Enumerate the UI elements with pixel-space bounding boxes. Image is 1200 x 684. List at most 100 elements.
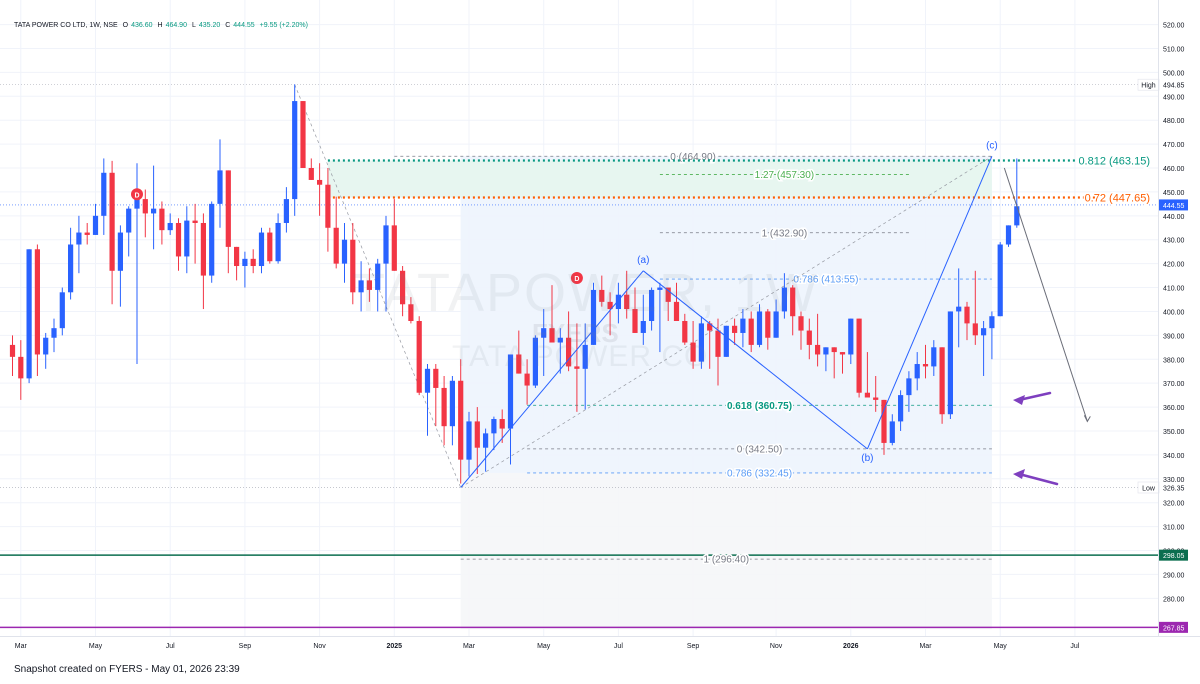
abc-pattern-leg <box>642 270 868 450</box>
candle-body <box>599 289 605 302</box>
price-tick-label: 370.00 <box>1163 381 1185 388</box>
candle-body <box>441 387 447 427</box>
candle-body <box>134 199 140 209</box>
fib-level-label: 0.786 (332.45) <box>727 468 792 479</box>
open-label: O <box>122 22 129 29</box>
candle-body <box>76 232 82 245</box>
fib-levels: 0 (464.90) 1.27 (457.30) 1 (432.90) 0.786 (… <box>394 150 992 567</box>
candle-body <box>956 306 962 312</box>
time-tick-label: 2026 <box>843 643 859 650</box>
candle-body <box>981 328 987 336</box>
price-tick-label: 400.00 <box>1163 309 1185 316</box>
time-tick-label: May <box>89 643 103 650</box>
time-tick-label: May <box>994 643 1008 650</box>
price-tick-label: 450.00 <box>1163 190 1185 197</box>
watermark-company: TATA POWER CO <box>452 340 709 373</box>
candle-body <box>167 222 173 231</box>
axis-badge-tag: High <box>1141 83 1156 90</box>
candle-body <box>217 170 223 204</box>
price-tick-label: 380.00 <box>1163 357 1185 364</box>
candle-body <box>350 239 356 293</box>
candle-body <box>458 380 464 460</box>
time-tick-label: Mar <box>15 643 28 650</box>
target-line-label: 0.812 (463.15) <box>1078 155 1150 167</box>
pointer-arrow-upper <box>1013 391 1052 405</box>
dividend-marker: D <box>570 271 583 284</box>
candle-body <box>317 179 323 185</box>
candle-body <box>964 306 970 324</box>
candle-body <box>26 249 32 379</box>
candle-body <box>516 354 522 374</box>
candle-body <box>773 311 779 338</box>
candle-body <box>142 199 148 214</box>
fib-level-label: 0 (342.50) <box>737 444 783 455</box>
axis-badge-value: 326.35 <box>1163 486 1185 493</box>
candle-body <box>864 392 870 398</box>
dividend-marker: D <box>131 188 143 201</box>
candle-body <box>798 316 804 331</box>
candle-body <box>922 364 929 367</box>
time-tick-label: Mar <box>919 643 932 650</box>
axis-badge-tag: Low <box>1142 486 1156 493</box>
target-line-label: 0.72 (447.65) <box>1085 193 1150 205</box>
price-tick-label: 520.00 <box>1163 23 1185 30</box>
pattern-zones <box>327 156 992 630</box>
low-value: 435.20 <box>198 22 221 29</box>
candle-body <box>300 101 306 168</box>
candle-body <box>640 321 646 333</box>
time-tick-label: Jul <box>1070 643 1079 650</box>
projection-arrow-head <box>1083 415 1091 423</box>
candle-body <box>972 323 978 336</box>
dividend-marker-label: D <box>574 276 579 283</box>
candle-body <box>366 280 372 290</box>
candle-body <box>59 292 65 329</box>
pattern-point-label-a: (a) <box>637 255 649 266</box>
candle-body <box>283 199 289 223</box>
candle-body <box>624 294 630 310</box>
axis-badge-tag-bg <box>1137 78 1160 91</box>
candle-body <box>43 337 49 355</box>
price-tick-label: 390.00 <box>1163 333 1185 340</box>
candle-body <box>931 347 937 367</box>
candle-body <box>790 287 796 317</box>
candle-body <box>68 244 74 293</box>
candle-body <box>939 347 945 415</box>
candle-body <box>341 239 348 264</box>
ohlc-header: TATA POWER CO LTD, 1W, NSE O 436.60 H 464.… <box>14 22 311 29</box>
candle-body <box>449 380 455 427</box>
candle-body <box>175 222 182 257</box>
price-tick-label: 280.00 <box>1163 596 1185 603</box>
candle-body <box>358 280 364 293</box>
candle-body <box>657 287 663 290</box>
candle-body <box>250 258 256 267</box>
candle-body <box>101 172 107 216</box>
price-tick-label: 350.00 <box>1163 429 1185 436</box>
dividend-marker-circle <box>131 188 143 201</box>
candle-body <box>682 321 688 343</box>
candle-body <box>806 330 812 345</box>
candle-body <box>242 258 248 267</box>
candle-body <box>906 378 912 396</box>
candle-body <box>590 289 597 345</box>
candle-body <box>507 354 514 429</box>
price-tick-label: 480.00 <box>1163 118 1185 125</box>
candle-body <box>192 220 198 223</box>
candle-body <box>707 323 713 331</box>
close-label: C <box>225 22 231 29</box>
axis-badge-tag-bg <box>1137 481 1160 494</box>
candle-body <box>483 433 489 448</box>
axis-badge: 267.85 <box>1159 621 1188 633</box>
pointer-arrow-shaft <box>1017 391 1052 402</box>
target-zone-green <box>327 160 992 198</box>
candle-body <box>109 172 115 271</box>
fib-level-label: 0.618 (360.75) <box>727 401 792 412</box>
candle-body <box>258 232 265 267</box>
axis-badge-value: 298.05 <box>1163 553 1185 560</box>
candle-body <box>914 364 920 379</box>
time-tick-label: Mar <box>463 643 476 650</box>
candle-body <box>433 368 439 388</box>
pointer-arrow-shaft <box>1017 472 1059 486</box>
candle-body <box>756 311 763 345</box>
